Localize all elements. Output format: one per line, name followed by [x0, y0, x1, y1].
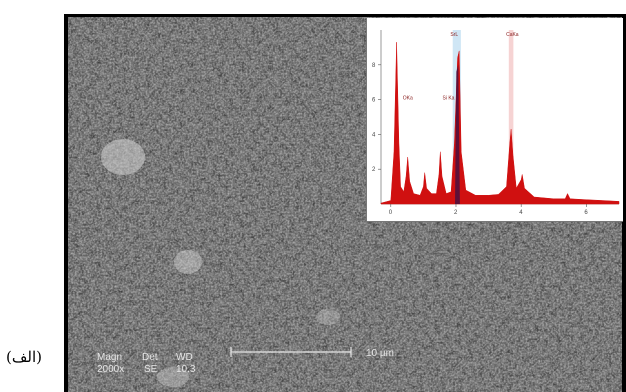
y-tick-label: 6	[372, 98, 376, 104]
srl-overlap-peak	[455, 64, 460, 204]
caka-band	[508, 30, 514, 204]
peak-label: Si Ka	[443, 96, 455, 102]
y-tick-label: 4	[372, 132, 376, 138]
y-tick-label: 2	[372, 167, 376, 173]
x-tick-label: 4	[519, 210, 523, 216]
spectrum-series	[380, 42, 620, 205]
x-tick-label: 0	[389, 210, 393, 216]
y-tick-label: 8	[372, 63, 376, 69]
eds-spectrum-chart: 0 2 4 6 2 4 6 8 OKa Si Ka SrL CaKa	[372, 30, 620, 216]
peak-label: OKa	[403, 96, 413, 102]
x-tick-label: 2	[454, 210, 458, 216]
peak-label: CaKa	[506, 32, 519, 38]
x-tick-label: 6	[584, 210, 588, 216]
figure-label: (الف)	[6, 348, 42, 366]
peak-label: SrL	[450, 32, 458, 38]
eds-spectrum-inset: 0 2 4 6 2 4 6 8 OKa Si Ka SrL CaKa	[366, 18, 623, 222]
